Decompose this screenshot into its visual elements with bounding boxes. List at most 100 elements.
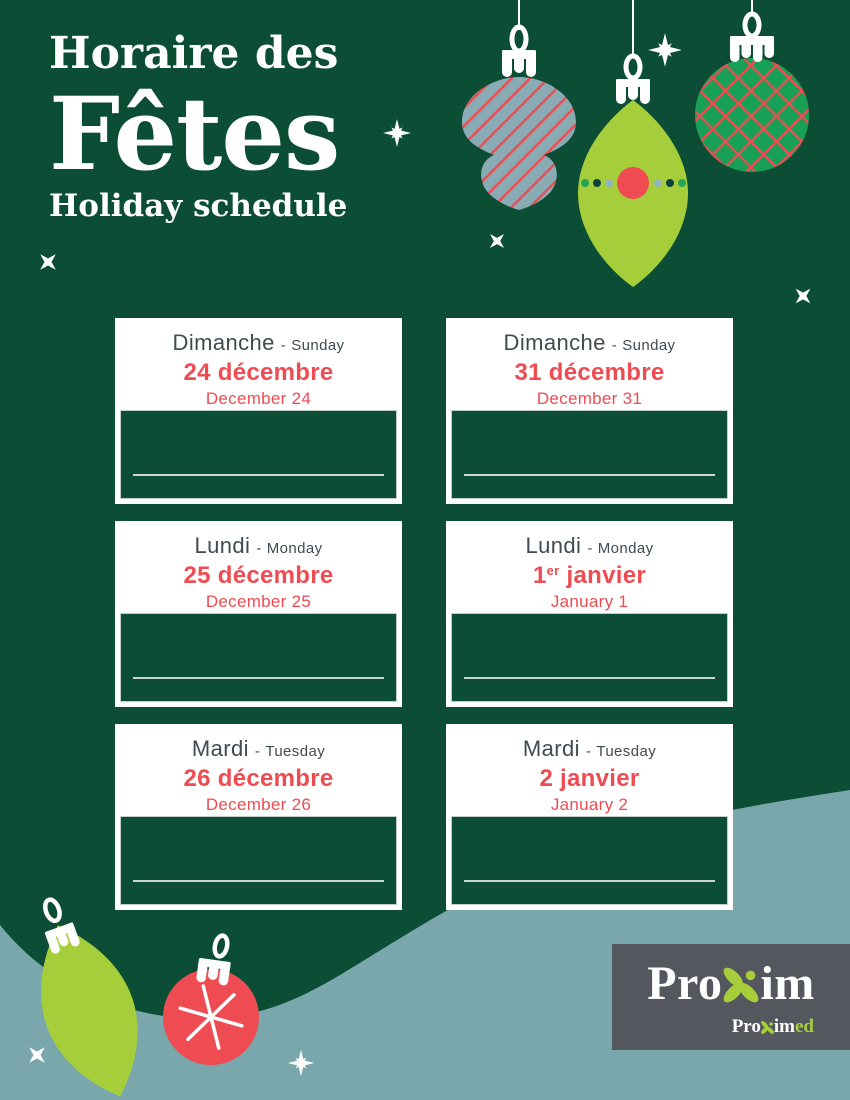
hours-panel [451,816,728,905]
date-en: January 1 [550,592,629,611]
schedule-card: Dimanche - Sunday 24 décembre December 24 [115,318,402,504]
proximed-leaf-x-icon [760,1021,774,1034]
date-fr: 2 janvier [446,765,733,793]
card-header: Dimanche - Sunday 24 décembre December 24 [115,318,402,410]
date-fr-main: 1 [533,562,547,589]
day-name-en: Monday [597,540,654,557]
day-name-fr: Dimanche [503,330,606,355]
date-fr-superscript: er [546,563,560,578]
proximed-end: ed [795,1016,814,1037]
card-header: Dimanche - Sunday 31 décembre December 31 [446,318,733,410]
sparkle-x-icon [29,1047,45,1063]
day-separator: - [254,743,261,760]
bauble-cap [196,957,231,986]
teardrop-ornament-icon [41,897,138,1097]
proxim-logo-box: Pro im Pro im [612,944,850,1050]
day-name-fr: Mardi [522,736,580,761]
bauble-cap [730,36,774,62]
day-label: Lundi - Monday [446,533,733,559]
write-line [133,474,384,476]
sparkle-x-icon [795,288,811,304]
hours-panel [120,613,397,702]
write-line [133,880,384,882]
date-fr-main: 25 décembre [183,562,334,589]
write-line [464,880,715,882]
date-fr-main: 31 décembre [514,359,665,386]
date-fr-main: 24 décembre [183,359,334,386]
date-en: January 2 [550,795,629,814]
schedule-grid: Dimanche - Sunday 24 décembre December 24 … [115,318,733,910]
sparkle-x-icon [40,254,56,270]
day-label: Lundi - Monday [115,533,402,559]
day-name-fr: Lundi [194,533,251,558]
proximed-mid: im [773,1016,795,1037]
date-en: December 25 [205,592,312,611]
card-header: Lundi - Monday 25 décembre December 25 [115,521,402,613]
day-name-en: Tuesday [596,743,657,760]
sparkle-star-icon [648,33,682,67]
bauble-cap [502,50,536,77]
day-separator: - [280,337,287,354]
day-name-en: Sunday [291,337,345,354]
date-en: December 31 [536,389,643,408]
top-ornaments-illustration [40,0,811,304]
hours-panel [120,410,397,499]
proxim-logo: Pro im [612,956,850,1011]
date-fr: 26 décembre [115,765,402,793]
hours-panel [451,410,728,499]
teardrop-bauble-icon [578,53,688,287]
day-name-fr: Lundi [525,533,582,558]
hours-panel [120,816,397,905]
card-header: Mardi - Tuesday 26 décembre December 26 [115,724,402,816]
snowflake-ball-icon [163,933,259,1065]
hours-panel [451,613,728,702]
sparkle-star-icon [383,119,411,147]
date-fr: 24 décembre [115,359,402,387]
proxim-leaf-x-icon [724,967,759,1002]
date-en: December 26 [205,795,312,814]
snowflake-icon [178,984,244,1050]
sparkle-star-icon [287,1049,315,1077]
schedule-card: Mardi - Tuesday 2 janvier January 2 [446,724,733,910]
proxim-logo-post: im [760,957,815,1010]
day-name-en: Monday [266,540,323,557]
day-label: Mardi - Tuesday [446,736,733,762]
day-separator: - [611,337,618,354]
date-fr: 25 décembre [115,562,402,590]
date-fr-main: 2 janvier [539,765,640,792]
sparkle-x-icon [489,233,505,249]
card-header: Lundi - Monday 1er janvier January 1 [446,521,733,613]
date-fr: 1er janvier [446,562,733,590]
day-separator: - [585,743,592,760]
write-line [464,474,715,476]
proxim-logo-pre: Pro [647,957,723,1010]
write-line [133,677,384,679]
card-header: Mardi - Tuesday 2 janvier January 2 [446,724,733,816]
day-label: Dimanche - Sunday [446,330,733,356]
schedule-card: Dimanche - Sunday 31 décembre December 31 [446,318,733,504]
date-fr-rest: janvier [559,562,646,589]
date-fr: 31 décembre [446,359,733,387]
day-name-fr: Dimanche [172,330,275,355]
day-label: Mardi - Tuesday [115,736,402,762]
schedule-card: Mardi - Tuesday 26 décembre December 26 [115,724,402,910]
day-label: Dimanche - Sunday [115,330,402,356]
bauble-cap [44,922,80,954]
proximed-sub-logo: Pro im ed [732,1016,814,1038]
write-line [464,677,715,679]
day-name-en: Tuesday [265,743,326,760]
day-name-fr: Mardi [191,736,249,761]
crosshatch-ball-icon [695,11,809,172]
date-en: December 24 [205,389,312,408]
proximed-pre: Pro [731,1016,761,1037]
title-fr-line1: Horaire des [49,28,339,79]
title-fr-line2: Fêtes [49,75,340,193]
day-name-en: Sunday [622,337,676,354]
finial-bauble-icon [462,24,576,210]
schedule-card: Lundi - Monday 25 décembre December 25 [115,521,402,707]
bauble-cap [616,79,650,104]
title-en: Holiday schedule [49,188,348,224]
day-separator: - [256,540,262,557]
schedule-card: Lundi - Monday 1er janvier January 1 [446,521,733,707]
